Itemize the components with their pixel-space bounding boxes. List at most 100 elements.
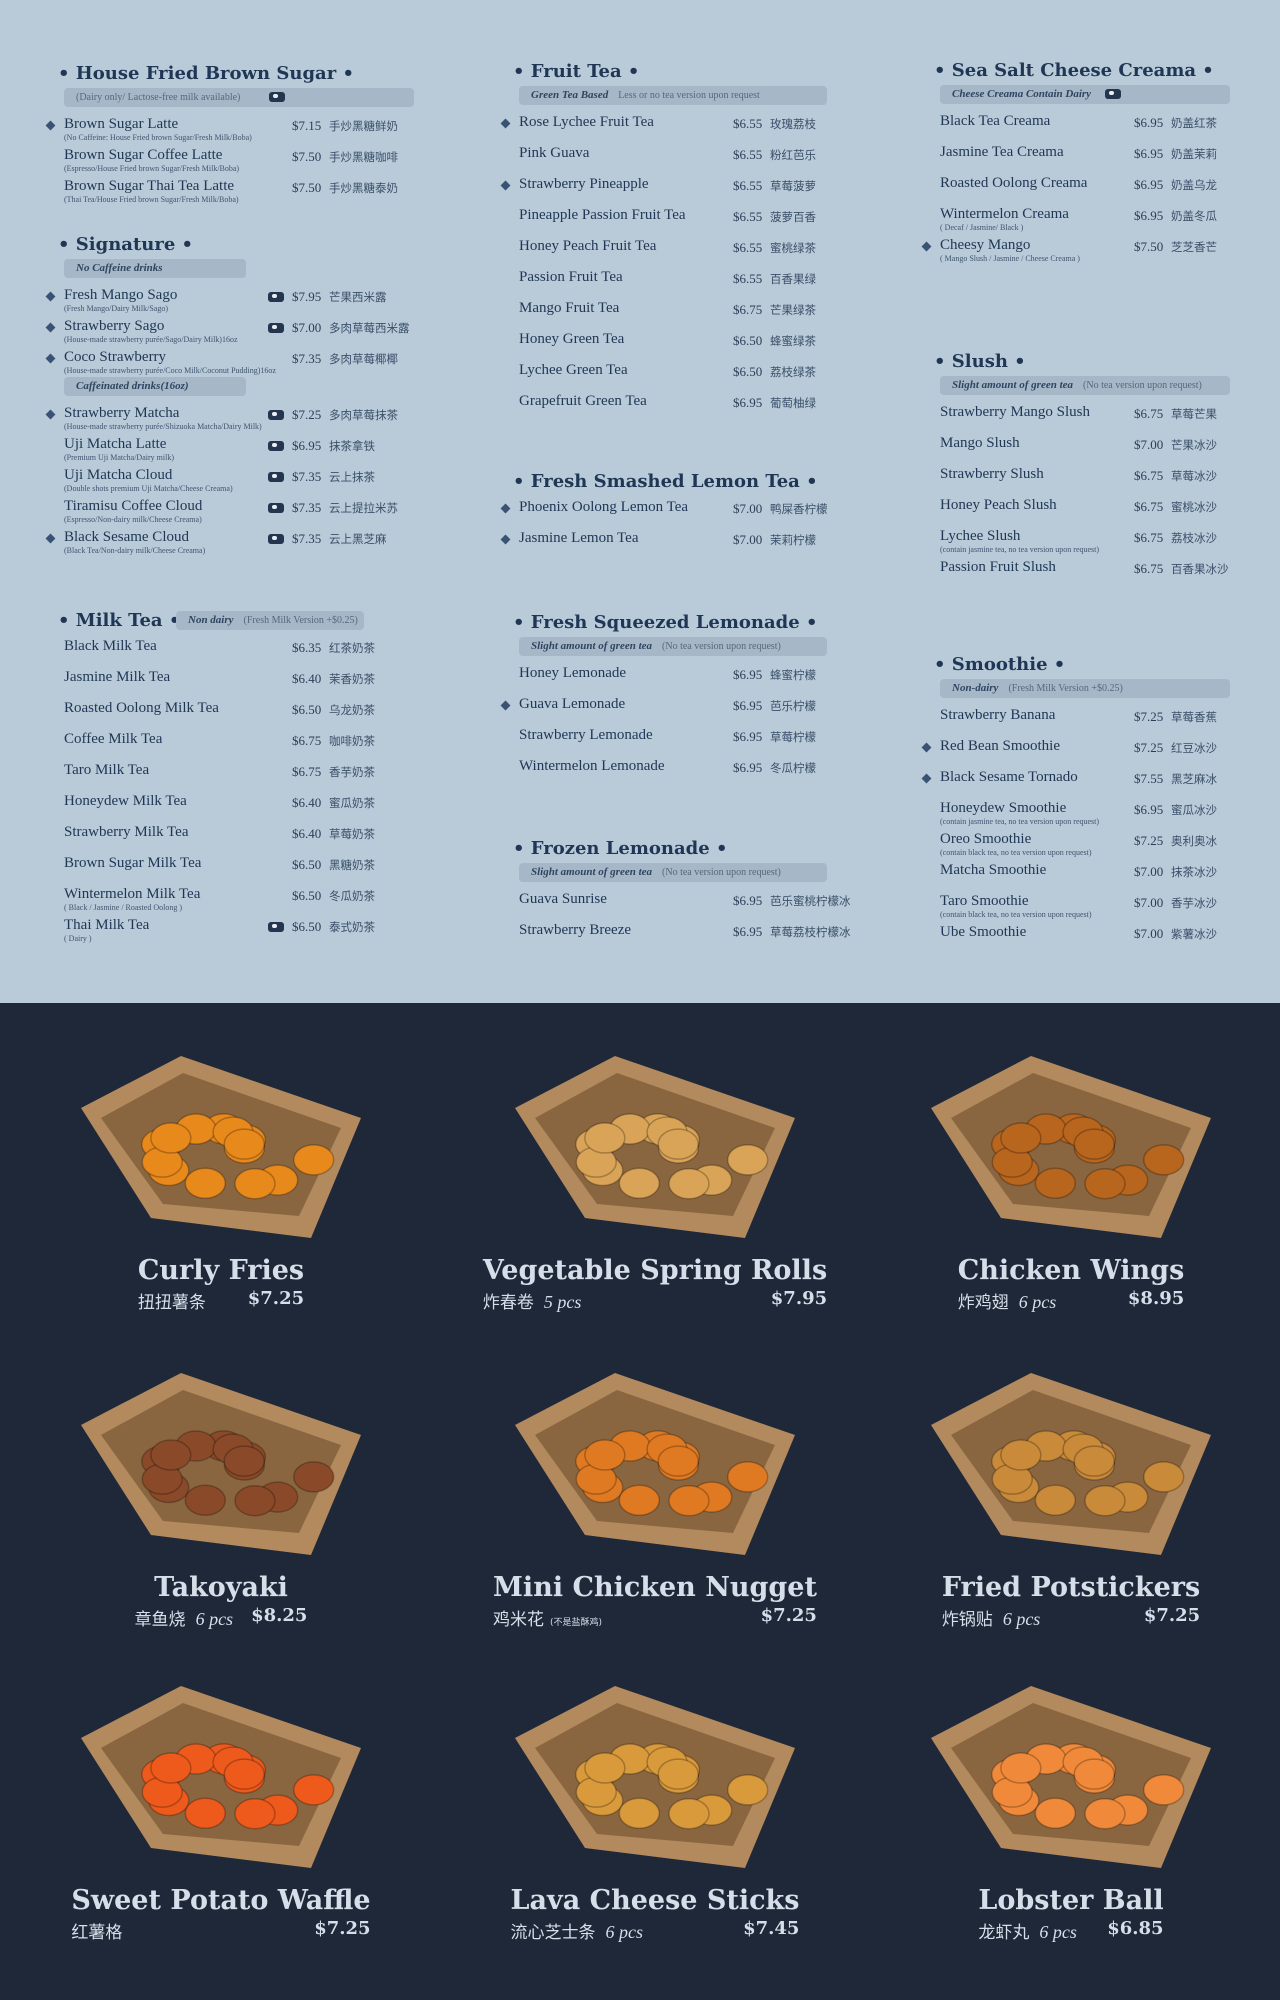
note-label: Non dairy: [188, 614, 234, 626]
food: [657, 1128, 699, 1160]
item-price: $7.35: [292, 469, 322, 484]
menu-item: Strawberry Pineapple $6.55 草莓菠萝: [500, 173, 827, 204]
item-name: Black Milk Tea: [64, 638, 157, 654]
item-name: Honey Green Tea: [519, 331, 625, 347]
item-price: $7.15: [292, 118, 322, 133]
item-price: $6.95: [733, 729, 763, 744]
menu-item: Honey Green Tea $6.50 蜂蜜绿茶: [519, 328, 827, 359]
item-name: Fresh Mango Sago: [64, 287, 178, 303]
item-name: Strawberry Banana: [940, 707, 1056, 723]
section-title: • Fruit Tea •: [513, 61, 640, 82]
featured-mark: [500, 534, 511, 545]
item-price: $7.00: [292, 320, 322, 335]
item-name: Strawberry Matcha: [64, 405, 180, 421]
note-label: No Caffeine drinks: [76, 262, 163, 274]
item-name: Lychee Green Tea: [519, 362, 628, 378]
menu-item: Black Tea Creama $6.95 奶盖红茶: [940, 110, 1230, 141]
food: [292, 1144, 335, 1176]
section-title: • Sea Salt Cheese Creama •: [934, 60, 1214, 81]
item-name: Uji Matcha Latte: [64, 436, 167, 452]
dairy-icon: [268, 410, 284, 420]
featured-mark: [921, 241, 932, 252]
food-photo: [515, 1686, 795, 1868]
food: [584, 1752, 626, 1784]
item-chinese-name: 草莓柠檬: [770, 730, 816, 744]
menu-section: • Sea Salt Cheese Creama • Cheese Creama …: [921, 57, 1230, 265]
food: [223, 1758, 265, 1790]
item-price: $6.50: [733, 333, 763, 348]
item-chinese-name: 草莓芒果: [1171, 407, 1217, 421]
menu-item: Taro Smoothie (contain black tea, no tea …: [940, 890, 1230, 921]
food: [1084, 1167, 1126, 1200]
item-chinese-name: 蜂蜜绿茶: [770, 334, 816, 348]
food-label: Mini Chicken Nugget 鸡米花 (不是盐酥鸡) $7.25: [493, 1571, 817, 1630]
item-name: Strawberry Milk Tea: [64, 824, 189, 840]
item-description: (Fresh Mango/Dairy Milk/Sago): [64, 304, 168, 313]
food-card: Chicken Wings 炸鸡翅 6 pcs $8.95: [891, 1048, 1251, 1313]
section-title: • Smoothie •: [934, 654, 1066, 675]
item-chinese-name: 蜜瓜奶茶: [329, 796, 375, 810]
menu-item: Taro Milk Tea $6.75 香芋奶茶: [64, 759, 375, 790]
item-name: Black Sesame Tornado: [940, 769, 1078, 785]
food: [1084, 1484, 1126, 1517]
item-chinese-name: 多肉草莓椰椰: [329, 352, 398, 366]
food-count: 6 pcs: [1018, 1292, 1057, 1312]
item-description: (House-made strawberry purée/Coco Milk/C…: [64, 366, 276, 375]
item-price: $6.55: [733, 271, 763, 286]
item-chinese-name: 茉莉柠檬: [770, 533, 816, 547]
item-description: (Black Tea/Non-dairy milk/Cheese Creama): [64, 546, 206, 555]
item-chinese-name: 草莓冰沙: [1171, 469, 1217, 483]
item-name: Coco Strawberry: [64, 349, 167, 365]
food: [1142, 1461, 1185, 1493]
note-text: (Fresh Milk Version +$0.25): [243, 615, 358, 626]
item-chinese-name: 草莓香蕉: [1171, 710, 1217, 724]
item-price: $6.95: [733, 395, 763, 410]
food-chinese-name: 流心芝士条: [510, 1923, 596, 1943]
food-chinese-name: 炸鸡翅: [957, 1293, 1009, 1313]
item-name: Honeydew Milk Tea: [64, 793, 187, 809]
food: [292, 1461, 335, 1493]
item-name: Strawberry Breeze: [519, 922, 632, 938]
item-price: $7.50: [292, 149, 322, 164]
menu-item: Mango Fruit Tea $6.75 芒果绿茶: [519, 297, 827, 328]
food-chinese-name: 龙虾丸: [978, 1923, 1030, 1943]
item-price: $6.95: [1134, 115, 1164, 130]
dairy-icon: [268, 323, 284, 333]
food-info: 红薯格: [71, 1918, 122, 1943]
item-name: Wintermelon Creama: [940, 206, 1069, 222]
item-chinese-name: 鸭屎香柠檬: [770, 502, 828, 516]
menu-item: Rose Lychee Fruit Tea $6.55 玫瑰荔枝: [500, 111, 827, 142]
item-chinese-name: 多肉草莓抹茶: [329, 408, 398, 422]
menu-item: Pink Guava $6.55 粉红芭乐: [519, 142, 827, 173]
featured-mark: [45, 353, 56, 364]
food: [234, 1167, 276, 1200]
featured-mark: [921, 773, 932, 784]
item-chinese-name: 蜜桃绿茶: [770, 241, 816, 255]
food: [1000, 1122, 1042, 1154]
menu-item: Thai Milk Tea( Dairy ) $6.50 泰式奶茶: [64, 914, 375, 945]
item-name: Strawberry Slush: [940, 466, 1044, 482]
food-price: $8.95: [1127, 1288, 1185, 1309]
food: [223, 1128, 265, 1160]
food: [618, 1484, 661, 1517]
item-chinese-name: 红茶奶茶: [329, 641, 375, 655]
item-name: Guava Lemonade: [519, 696, 626, 712]
menu-item: Guava Sunrise $6.95 芭乐蜜桃柠檬冰: [519, 888, 851, 919]
dairy-icon: [268, 472, 284, 482]
item-chinese-name: 芒果冰沙: [1171, 438, 1217, 452]
item-chinese-name: 手炒黑糖鲜奶: [329, 119, 398, 133]
featured-mark: [921, 742, 932, 753]
featured-mark: [500, 180, 511, 191]
food: [1073, 1128, 1115, 1160]
food: [618, 1797, 661, 1830]
item-name: Cheesy Mango: [940, 237, 1031, 253]
food: [726, 1144, 769, 1176]
menu-item: Honey Peach Fruit Tea $6.55 蜜桃绿茶: [519, 235, 827, 266]
menu-item: Jasmine Milk Tea $6.40 茉香奶茶: [64, 666, 375, 697]
item-name: Brown Sugar Milk Tea: [64, 855, 202, 871]
item-name: Oreo Smoothie: [940, 831, 1032, 847]
menu-section: • Fresh Squeezed Lemonade • Slight amount…: [500, 609, 827, 786]
section-title: • Signature •: [58, 234, 194, 255]
item-price: $6.75: [1134, 499, 1164, 514]
menu-section: • Smoothie • Non-dairy (Fresh Milk Version…: [921, 651, 1230, 952]
